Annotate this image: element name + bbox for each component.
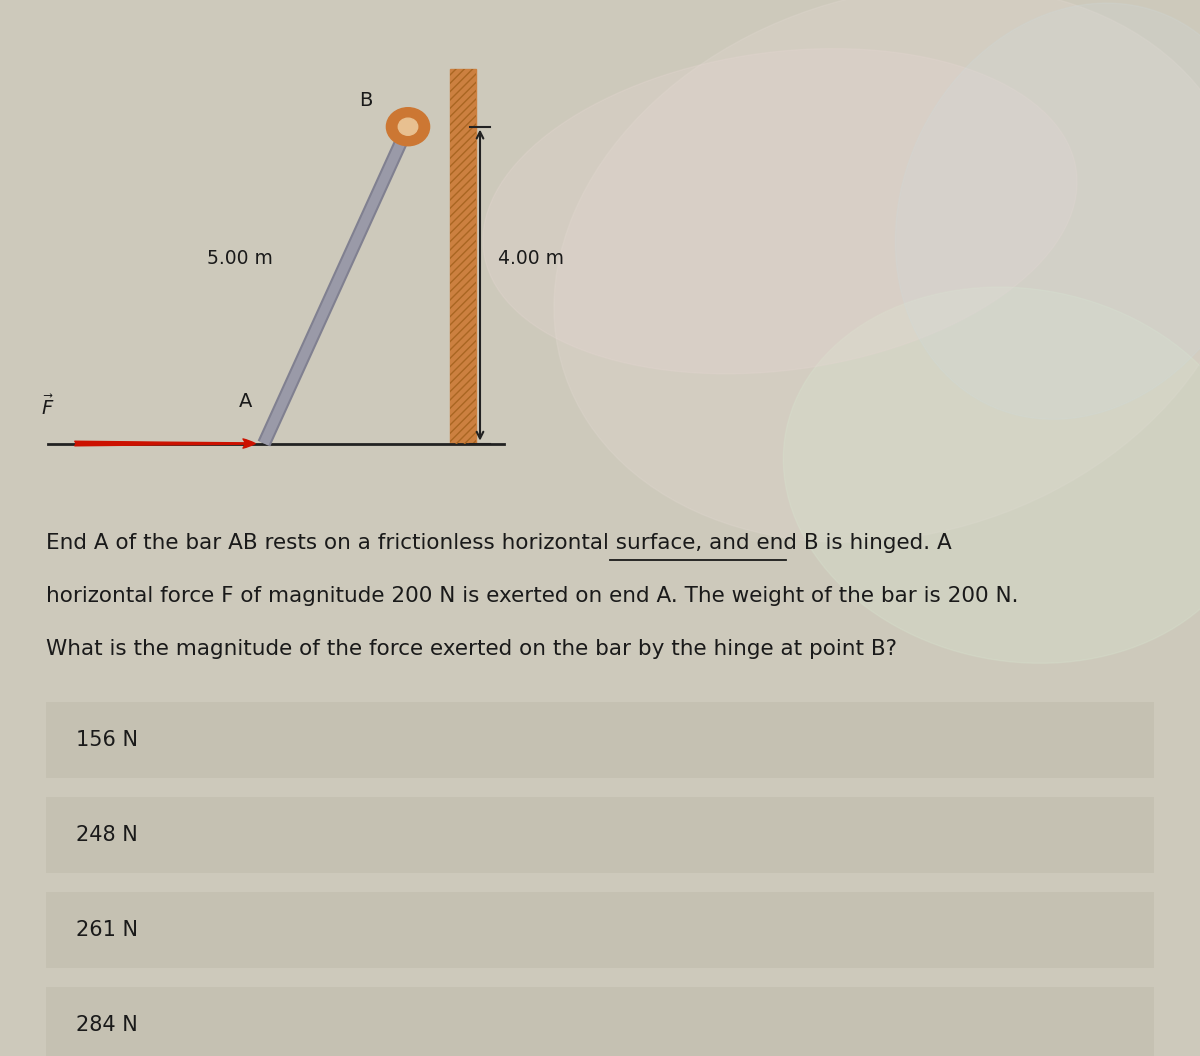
Text: $\vec{F}$: $\vec{F}$ [41, 395, 55, 418]
Bar [450, 69, 476, 444]
Text: 4.00 m: 4.00 m [498, 249, 564, 268]
Text: 5.00 m: 5.00 m [208, 249, 272, 268]
Text: 156 N: 156 N [76, 731, 138, 750]
Ellipse shape [554, 0, 1200, 542]
Text: What is the magnitude of the force exerted on the bar by the hinge at point B?: What is the magnitude of the force exert… [46, 639, 896, 659]
Bar [46, 987, 1154, 1056]
Circle shape [398, 118, 418, 135]
Text: B: B [359, 91, 373, 110]
Bar [46, 892, 1154, 968]
Text: 284 N: 284 N [76, 1016, 137, 1035]
Circle shape [386, 108, 430, 146]
Text: End A of the bar AB rests on a frictionless horizontal surface, and end B is hin: End A of the bar AB rests on a frictionl… [46, 533, 952, 553]
Text: 248 N: 248 N [76, 826, 137, 845]
Bar [450, 69, 476, 444]
Text: 261 N: 261 N [76, 921, 138, 940]
Bar [46, 702, 1154, 778]
Text: A: A [239, 392, 253, 411]
Ellipse shape [784, 287, 1200, 663]
Text: horizontal force F of magnitude 200 N is exerted on end A. The weight of the bar: horizontal force F of magnitude 200 N is… [46, 586, 1018, 606]
Ellipse shape [895, 3, 1200, 419]
Ellipse shape [482, 49, 1078, 374]
Bar [46, 797, 1154, 873]
